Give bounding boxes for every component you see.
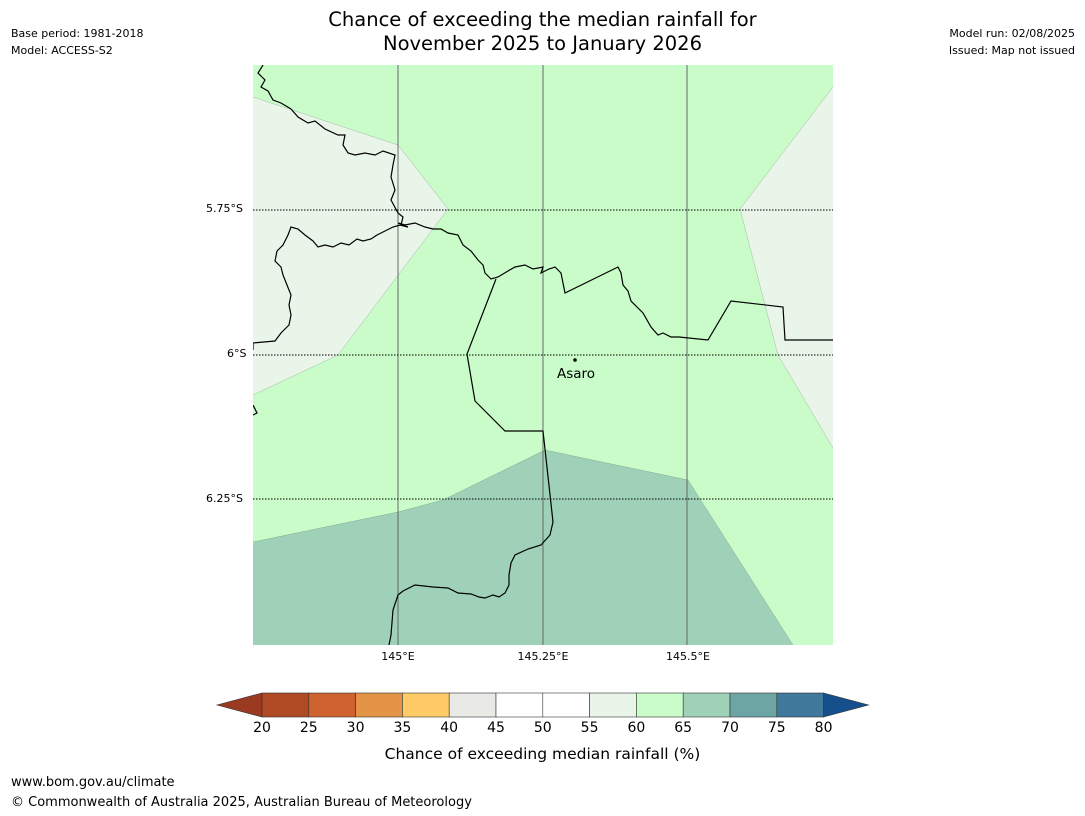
map-title: Chance of exceeding the median rainfall … xyxy=(0,8,1085,56)
colorbar-tick-label: 30 xyxy=(346,720,365,736)
colorbar-segment xyxy=(542,692,590,718)
colorbar-segment xyxy=(729,692,778,718)
parallels xyxy=(253,209,833,500)
colorbar-tick-label: 20 xyxy=(253,720,271,736)
colorbar-tick-label: 75 xyxy=(767,720,786,736)
colorbar xyxy=(215,692,870,718)
coastline xyxy=(253,65,833,645)
title-line-1: Chance of exceeding the median rainfall … xyxy=(328,8,757,31)
issued-text: Issued: Map not issued xyxy=(948,44,1075,57)
colorbar-segment xyxy=(308,692,356,718)
colorbar-ticks: 20 25 30 35 40 45 50 55 60 65 70 75 80 xyxy=(0,720,1085,740)
model-text: Model: ACCESS-S2 xyxy=(11,44,113,57)
colorbar-tick-label: 70 xyxy=(721,720,739,736)
colorbar-segment xyxy=(495,692,544,718)
colorbar-tick-label: 55 xyxy=(580,720,599,736)
footer-copyright: © Commonwealth of Australia 2025, Austra… xyxy=(11,795,472,810)
colorbar-segment xyxy=(682,692,731,718)
colorbar-tick-label: 80 xyxy=(814,720,833,736)
region-55-60-west xyxy=(253,97,448,395)
model-run-text: Model run: 02/08/2025 xyxy=(949,27,1075,40)
colorbar-segment xyxy=(589,692,637,718)
header-right: Model run: 02/08/2025 Issued: Map not is… xyxy=(949,25,1075,59)
colorbar-tick-label: 40 xyxy=(440,720,459,736)
colorbar-under-arrow xyxy=(215,692,263,718)
lat-label-6: 6°S xyxy=(227,347,247,360)
lon-label-145.5: 145.5°E xyxy=(666,650,710,663)
lat-label-5.75: 5.75°S xyxy=(206,202,243,215)
base-period-text: Base period: 1981-2018 xyxy=(11,27,144,40)
colorbar-segment xyxy=(261,692,310,718)
colorbar-segment xyxy=(402,692,450,718)
title-line-2: November 2025 to January 2026 xyxy=(383,32,702,55)
lat-label-6.25: 6.25°S xyxy=(206,492,243,505)
forecast-map[interactable]: Asaro xyxy=(253,65,833,645)
colorbar-tick-label: 25 xyxy=(299,720,318,736)
asaro-label: Asaro xyxy=(557,366,595,382)
colorbar-segment xyxy=(355,692,403,718)
colorbar-tick-label: 45 xyxy=(487,720,505,736)
colorbar-tick-label: 65 xyxy=(674,720,693,736)
colorbar-label: Chance of exceeding median rainfall (%) xyxy=(384,745,701,763)
region-55-60-east xyxy=(740,87,833,448)
lon-label-145.25: 145.25°E xyxy=(517,650,569,663)
colorbar-segment xyxy=(636,692,684,718)
colorbar-segment xyxy=(448,692,497,718)
colorbar-tick-label: 60 xyxy=(627,720,646,736)
colorbar-over-arrow xyxy=(823,692,870,718)
colorbar-segment xyxy=(776,692,824,718)
lon-label-145: 145°E xyxy=(381,650,415,663)
footer-url[interactable]: www.bom.gov.au/climate xyxy=(11,775,175,790)
colorbar-tick-label: 50 xyxy=(533,720,552,736)
colorbar-tick-label: 35 xyxy=(393,720,412,736)
asaro-marker xyxy=(573,358,577,362)
region-boundaries xyxy=(253,86,833,645)
header-left: Base period: 1981-2018 Model: ACCESS-S2 xyxy=(11,25,143,59)
